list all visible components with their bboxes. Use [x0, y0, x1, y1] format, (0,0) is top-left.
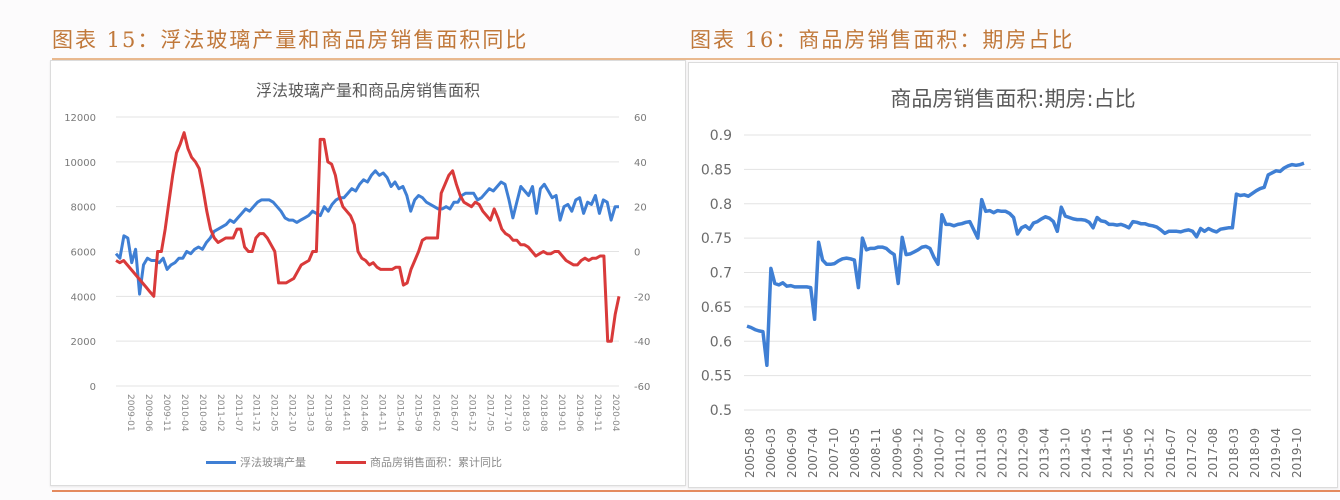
y-right-tick: -40 [634, 337, 650, 348]
x-tick: 2014-06 [359, 394, 369, 432]
x-tick: 2010-09 [197, 394, 207, 432]
x-tick: 2008-05 [848, 428, 862, 478]
x-tick: 2013-04 [1038, 428, 1052, 478]
x-tick: 2012-05 [269, 394, 279, 432]
x-tick: 2019-06 [574, 394, 584, 432]
x-tick: 2018-08 [538, 394, 548, 432]
x-tick: 2009-11 [161, 394, 171, 432]
x-tick: 2014-01 [341, 394, 351, 432]
y-tick: 0.75 [701, 231, 732, 247]
x-tick: 2018-03 [520, 394, 530, 432]
x-tick: 2013-10 [1059, 428, 1073, 478]
x-tick: 2010-07 [932, 428, 946, 478]
x-tick: 2019-04 [1269, 428, 1283, 478]
x-tick: 2009-01 [125, 394, 135, 432]
y-left-tick: 6000 [71, 248, 96, 259]
y-left-tick: 0 [90, 382, 96, 393]
chart-title-left: 浮法玻璃产量和商品房销售面积 [255, 81, 480, 100]
x-tick: 2019-11 [592, 394, 602, 432]
x-tick: 2009-06 [890, 428, 904, 478]
x-tick: 2019-01 [556, 394, 566, 432]
series-line-glass [114, 169, 619, 296]
x-tick: 2011-02 [215, 394, 225, 432]
x-tick: 2016-12 [466, 394, 476, 432]
bottom-rule [52, 490, 1340, 492]
x-tick: 2007-10 [827, 428, 841, 478]
y-left-tick: 2000 [71, 337, 96, 348]
y-tick: 0.85 [701, 162, 732, 178]
x-tick: 2012-10 [287, 394, 297, 432]
x-tick: 2016-07 [448, 394, 458, 432]
y-left-tick: 10000 [64, 158, 96, 169]
y-right-tick: 20 [634, 203, 647, 214]
x-tick: 2012-09 [1017, 428, 1031, 478]
x-tick: 2014-11 [376, 394, 386, 432]
legend-label-glass: 浮法玻璃产量 [240, 456, 306, 469]
x-tick: 2009-12 [911, 428, 925, 478]
x-tick: 2015-09 [412, 394, 422, 432]
legend-item-sales: 商品房销售面积：累计同比 [336, 454, 502, 470]
legend-label-sales: 商品房销售面积：累计同比 [370, 456, 502, 469]
x-tick: 2018-03 [1227, 428, 1241, 478]
x-tick: 2011-08 [974, 428, 988, 478]
y-left-tick: 8000 [71, 203, 96, 214]
y-tick: 0.6 [710, 334, 732, 350]
x-tick: 2016-07 [1164, 428, 1178, 478]
x-tick: 2005-08 [743, 428, 757, 478]
x-tick: 2011-07 [233, 394, 243, 432]
chart-panel-right: 商品房销售面积:期房:占比 0.5 0.55 0.6 0.65 0.7 0.75 0.8 0.… [688, 62, 1338, 488]
figure-16-title: 图表 16：商品房销售面积：期房占比 [690, 28, 1075, 52]
title-rule [52, 58, 1340, 60]
y-left-tick: 12000 [64, 113, 96, 124]
legend-swatch-blue [206, 460, 236, 464]
legend-item-glass: 浮法玻璃产量 [206, 454, 306, 470]
x-tick: 2013-03 [305, 394, 315, 432]
y-tick: 0.8 [710, 197, 732, 213]
x-tick: 2017-02 [1185, 428, 1199, 478]
x-tick: 2008-11 [869, 428, 883, 478]
y-left-tick: 4000 [71, 292, 96, 303]
x-tick: 2013-08 [323, 394, 333, 432]
figure-15-title: 图表 15：浮法玻璃产量和商品房销售面积同比 [52, 28, 529, 52]
x-tick: 2010-04 [179, 394, 189, 432]
y-tick: 0.65 [701, 300, 732, 316]
chart-legend-left: 浮法玻璃产量 商品房销售面积：累计同比 [206, 454, 502, 470]
y-right-tick: 0 [634, 248, 640, 259]
y-tick: 0.9 [710, 128, 732, 144]
y-tick: 0.5 [710, 403, 732, 419]
x-tick: 2011-12 [251, 394, 261, 432]
x-tick: 2015-04 [394, 394, 404, 432]
legend-swatch-red [336, 460, 366, 464]
x-tick: 2009-06 [143, 394, 153, 432]
y-right-tick: 40 [634, 158, 647, 169]
series-line-presale-ratio [746, 161, 1305, 368]
x-tick: 2006-03 [764, 428, 778, 478]
x-tick: 2012-03 [995, 428, 1009, 478]
x-tick: 2017-08 [1206, 428, 1220, 478]
dual-axis-line-chart: 0 2000 4000 6000 8000 10000 12000 -60 -40 -20 0 20 4… [64, 113, 650, 432]
x-tick: 2007-04 [806, 428, 820, 478]
x-tick: 2019-10 [1290, 428, 1304, 478]
x-tick: 2006-09 [785, 428, 799, 478]
y-tick: 0.7 [710, 266, 732, 282]
y-right-tick: 60 [634, 113, 647, 124]
y-right-tick: -60 [634, 382, 650, 393]
x-tick: 2017-10 [502, 394, 512, 432]
y-tick: 0.55 [701, 369, 732, 385]
y-right-tick: -20 [634, 292, 650, 303]
x-tick: 2020-04 [610, 394, 620, 432]
x-tick: 2017-05 [484, 394, 494, 432]
x-tick: 2016-02 [430, 394, 440, 432]
x-tick: 2015-12 [1143, 428, 1157, 478]
x-tick: 2011-02 [953, 428, 967, 478]
chart-panel-left: 浮法玻璃产量和商品房销售面积 0 2000 4000 6000 8000 10000 120… [50, 60, 686, 486]
chart-title-right: 商品房销售面积:期房:占比 [890, 87, 1136, 111]
series-line-sales [115, 131, 621, 343]
x-tick: 2018-09 [1248, 428, 1262, 478]
line-chart-presale-ratio: 0.5 0.55 0.6 0.65 0.7 0.75 0.8 0.85 0.9 2005-08 20… [701, 128, 1311, 478]
x-tick: 2014-11 [1101, 428, 1115, 478]
x-tick: 2015-06 [1122, 428, 1136, 478]
x-tick: 2014-05 [1080, 428, 1094, 478]
